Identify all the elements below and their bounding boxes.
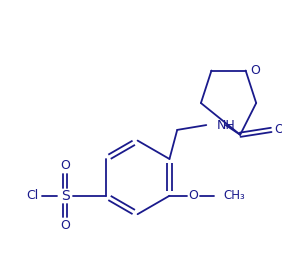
Text: O: O	[189, 189, 199, 202]
Text: O: O	[60, 219, 70, 232]
Text: S: S	[61, 189, 69, 203]
Text: O: O	[60, 159, 70, 172]
Text: O: O	[250, 64, 260, 77]
Text: O: O	[274, 123, 282, 136]
Text: CH₃: CH₃	[224, 189, 245, 202]
Text: NH: NH	[217, 119, 236, 132]
Text: Cl: Cl	[26, 189, 38, 202]
